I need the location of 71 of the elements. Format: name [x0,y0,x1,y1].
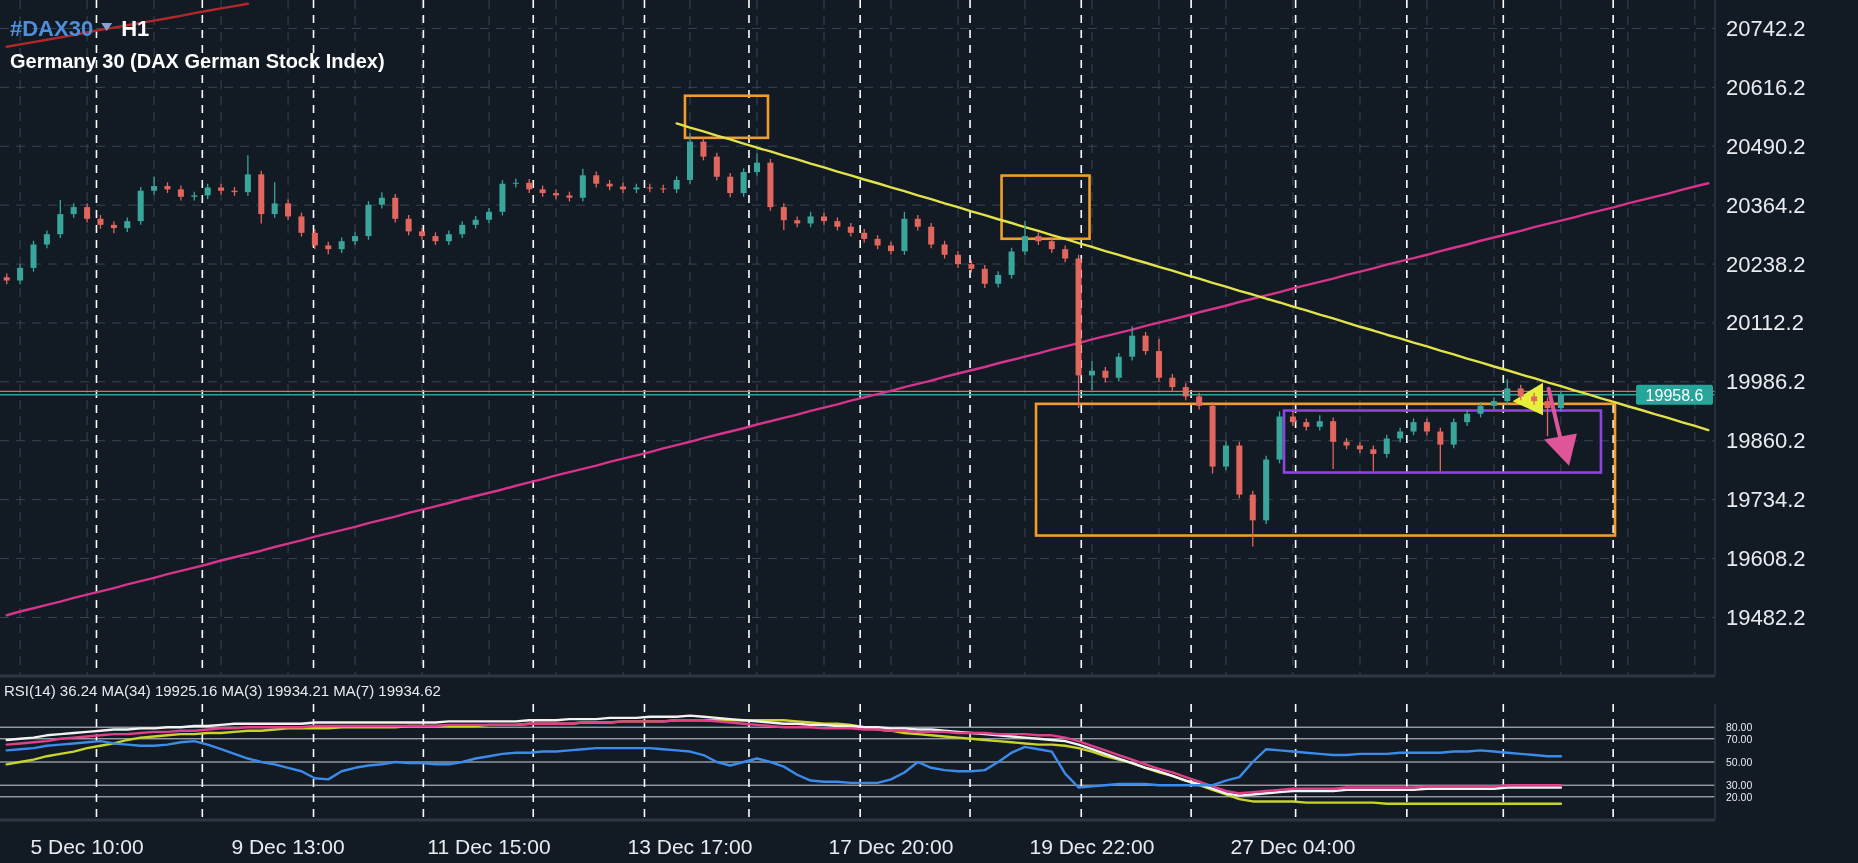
x-tick-label: 27 Dec 04:00 [1230,834,1356,858]
candlestick [713,152,720,182]
candlestick [1129,325,1136,362]
candlestick [352,231,359,246]
candlestick [392,193,399,224]
y-tick-label: 19734.2 [1726,487,1806,513]
candlestick [1008,247,1015,280]
candlestick [1383,434,1390,459]
candlestick [981,264,988,289]
candlestick [1021,220,1028,256]
candlestick [271,181,278,219]
candlestick [1330,416,1337,470]
candlestick [405,214,412,236]
line-series [5,2,250,48]
candlestick [1370,444,1377,472]
candlestick [1557,390,1564,413]
x-tick-label: 19 Dec 22:00 [1029,834,1155,858]
y-tick-label: 50.00 [1726,756,1753,768]
candlestick [57,199,64,239]
candlestick [700,137,707,161]
candlestick [727,172,734,198]
candlestick [1450,417,1457,449]
x-tick-label: 5 Dec 10:00 [30,834,144,858]
x-tick-label: 17 Dec 20:00 [828,834,954,858]
candlestick [579,168,586,203]
candlestick [1222,440,1229,471]
ref-line-label: 19958.6 [1645,386,1704,404]
y-tick-label: 19986.2 [1726,369,1806,395]
candlestick [17,263,24,285]
annotation: H1 [121,16,150,41]
chart-title: RSI(14) 36.24 MA(34) 19925.16 MA(3) 19934.21 MA(7) 19934.62 [4,682,441,699]
candlestick [151,176,158,196]
candlestick [1142,331,1149,356]
candlestick [740,167,747,198]
candlestick [298,212,305,238]
y-tick-label: 20.00 [1726,790,1753,803]
y-tick-label: 20364.2 [1726,192,1806,218]
text: Germany 30 (DAX German Stock Index) [10,50,385,72]
y-tick-label: 20616.2 [1726,74,1806,100]
y-tick-label: 19608.2 [1726,546,1806,572]
candlestick [30,240,37,273]
candlestick [1490,396,1497,411]
candlestick [311,228,318,250]
candlestick [1504,378,1511,406]
line-series [5,182,1710,617]
candlestick [244,154,251,197]
text: #DAX30 [10,16,94,41]
y-tick-label: 80.00 [1726,721,1753,734]
y-tick-label: 19482.2 [1726,604,1806,630]
candlestick [754,152,761,177]
line-series [5,739,1563,789]
y-tick-label: 70.00 [1726,732,1753,745]
line-series [675,122,1710,432]
x-tick-label: 11 Dec 15:00 [427,834,551,858]
candlestick [378,191,385,210]
x-tick-label: 9 Dec 13:00 [231,834,345,858]
candlestick [84,202,91,224]
candlestick [928,222,935,249]
candlestick [1115,352,1122,383]
y-tick-label: 19860.2 [1726,428,1806,454]
y-tick-label: 20112.2 [1726,310,1804,336]
y-tick-label: 20490.2 [1726,133,1806,159]
y-tick-label: 30.00 [1726,779,1753,792]
x-tick-label: 13 Dec 17:00 [627,834,753,858]
y-tick-label: 20238.2 [1726,251,1806,277]
y-tick-label: 20742.2 [1726,15,1806,41]
candlestick [1437,427,1444,472]
candlestick [110,220,117,234]
candlestick [780,202,787,231]
candlestick [285,198,292,221]
candlestick [1544,396,1551,437]
